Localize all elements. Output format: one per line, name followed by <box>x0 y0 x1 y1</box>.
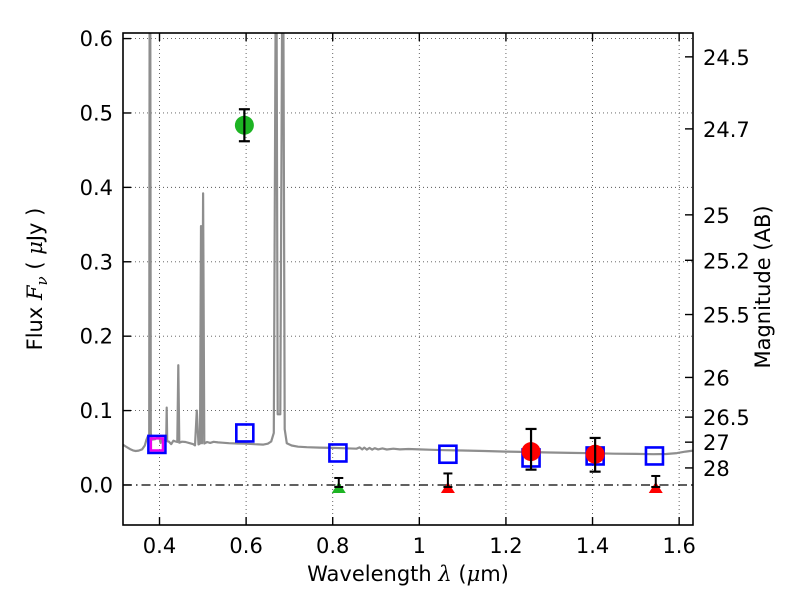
detection-errorbar <box>589 436 601 473</box>
axes-spines <box>122 32 694 526</box>
x-tick-label: 0.6 <box>229 534 262 558</box>
mag-tick-label: 28 <box>703 457 730 481</box>
flux-tick-label: 0.2 <box>80 325 113 349</box>
flux-tick-label: 0.1 <box>80 399 113 423</box>
model-photometry-square <box>328 443 348 463</box>
flux-tick-label: 0.4 <box>80 176 113 200</box>
mag-tick-label: 25.2 <box>703 249 750 273</box>
x-tick-label: 0.8 <box>316 534 349 558</box>
mag-tick-label: 27 <box>703 431 730 455</box>
mag-tick-label: 25 <box>703 204 730 228</box>
flux-tick-label: 0.3 <box>80 250 113 274</box>
detection-errorbar <box>238 108 250 143</box>
y-axis-title-magnitude: Magnitude (AB) <box>751 205 775 368</box>
upper-limit-whisker <box>334 476 344 488</box>
model-photometry-square <box>147 434 167 455</box>
upper-limit-whisker <box>651 474 661 488</box>
x-tick-label: 1 <box>413 534 426 558</box>
model-photometry-square <box>644 446 665 466</box>
upper-limit-whisker <box>443 472 453 488</box>
flux-tick-label: 0.6 <box>80 27 113 51</box>
flux-tick-label: 0.0 <box>80 473 113 497</box>
mag-tick-label: 26 <box>703 366 730 390</box>
mag-tick-label: 26.5 <box>703 406 750 430</box>
detection-errorbar <box>525 427 537 471</box>
x-tick-label: 1.6 <box>662 534 695 558</box>
x-tick-label: 1.2 <box>489 534 522 558</box>
grid-group <box>123 33 693 525</box>
mag-tick-label: 24.5 <box>703 46 750 70</box>
extra-photometry-square <box>149 437 165 452</box>
x-tick-label: 1.4 <box>576 534 609 558</box>
model-photometry-square <box>235 423 255 443</box>
x-tick-label: 0.4 <box>143 534 176 558</box>
x-axis-title: Wavelength λ (μm) <box>307 562 509 586</box>
model-photometry-square <box>438 444 458 465</box>
mag-tick-label: 25.5 <box>703 304 750 328</box>
mag-tick-label: 24.7 <box>703 118 750 142</box>
tick-marks-group <box>123 33 693 525</box>
flux-tick-label: 0.5 <box>80 101 113 125</box>
y-axis-title-flux: Flux Fν ( μJy ) <box>23 208 51 351</box>
